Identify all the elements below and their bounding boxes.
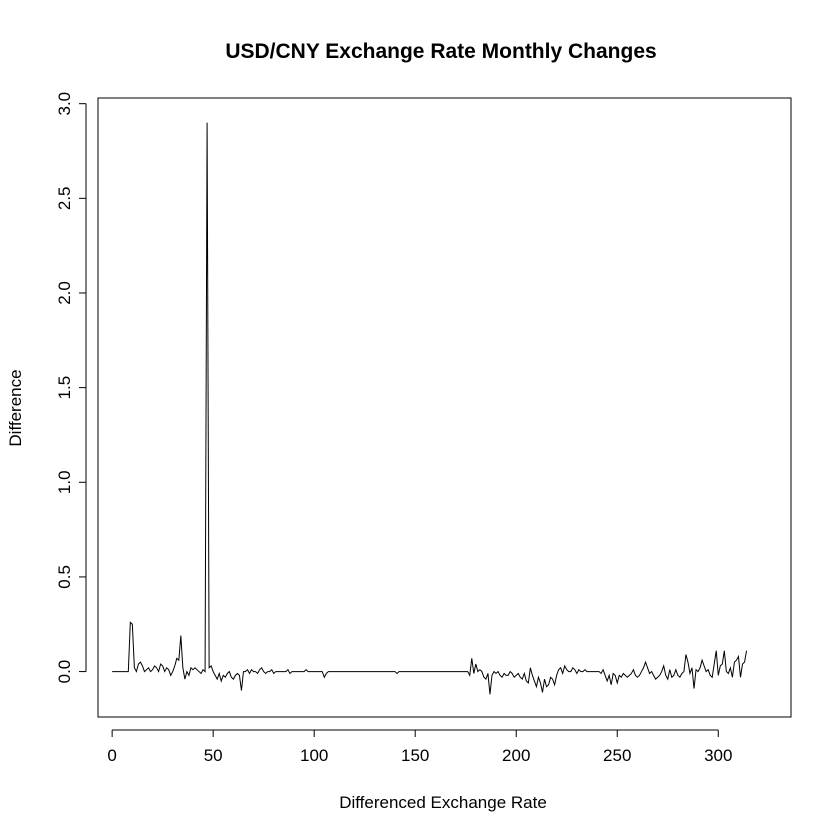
chart-title: USD/CNY Exchange Rate Monthly Changes bbox=[225, 40, 656, 63]
x-tick-label: 50 bbox=[204, 746, 223, 765]
x-tick-label: 0 bbox=[107, 746, 116, 765]
y-tick-label: 2.5 bbox=[55, 187, 74, 211]
series-line bbox=[112, 122, 748, 695]
y-tick-label: 3.0 bbox=[55, 92, 74, 116]
y-axis-label: Difference bbox=[6, 369, 25, 446]
x-tick-label: 100 bbox=[300, 746, 328, 765]
plot-frame bbox=[97, 97, 792, 718]
y-tick-label: 0.0 bbox=[55, 660, 74, 684]
x-axis: 0 50 100 150 200 250 300 bbox=[107, 729, 732, 765]
y-tick-label: 1.5 bbox=[55, 376, 74, 400]
y-tick-label: 2.0 bbox=[55, 281, 74, 305]
x-tick-label: 250 bbox=[603, 746, 631, 765]
x-tick-label: 300 bbox=[704, 746, 732, 765]
y-tick-label: 1.0 bbox=[55, 470, 74, 494]
x-tick-label: 150 bbox=[401, 746, 429, 765]
x-axis-label: Differenced Exchange Rate bbox=[339, 793, 547, 812]
y-tick-label: 0.5 bbox=[55, 565, 74, 589]
y-axis: 0.0 0.5 1.0 1.5 2.0 2.5 3.0 bbox=[55, 92, 87, 684]
x-tick-label: 200 bbox=[502, 746, 530, 765]
